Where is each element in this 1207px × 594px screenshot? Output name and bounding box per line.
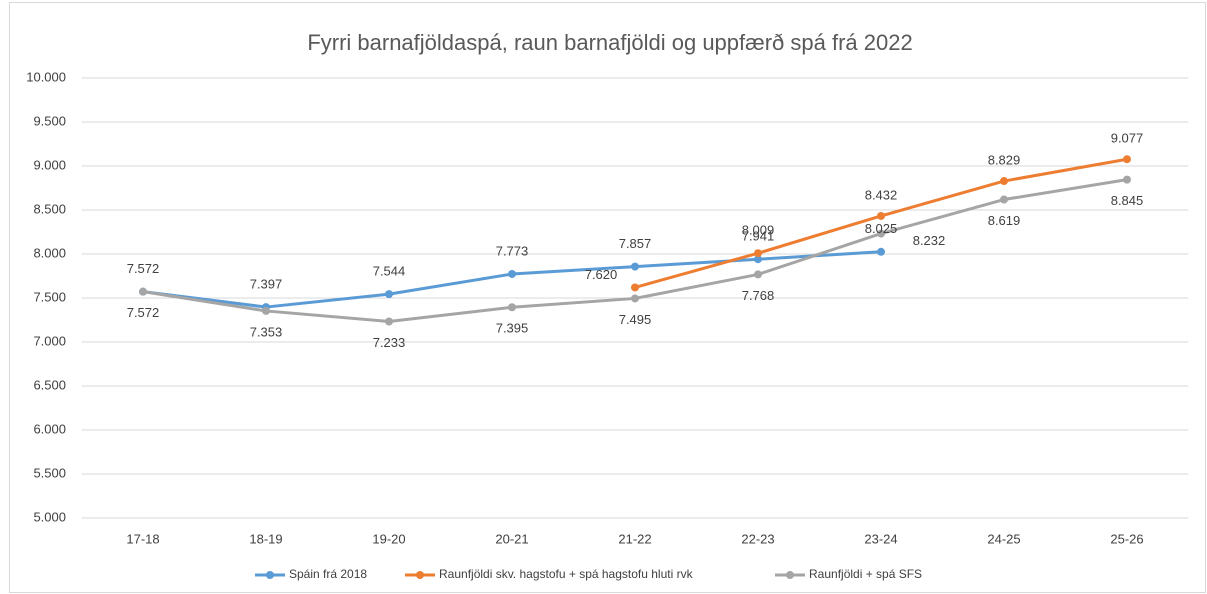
point xyxy=(1000,177,1008,186)
chart-title: Fyrri barnafjöldaspá, raun barnafjöldi o… xyxy=(307,30,912,55)
point xyxy=(385,317,393,326)
data-label: 7.233 xyxy=(373,335,406,350)
data-label: 7.495 xyxy=(619,312,652,327)
point xyxy=(631,262,639,271)
data-label: 7.941 xyxy=(742,229,775,244)
x-tick-label: 19-20 xyxy=(372,531,405,546)
data-label: 7.620 xyxy=(585,267,618,282)
data-label: 8.619 xyxy=(988,213,1021,228)
data-label: 7.397 xyxy=(250,277,283,292)
y-tick-label: 8.000 xyxy=(33,245,66,260)
x-tick-label: 23-24 xyxy=(864,531,897,546)
point xyxy=(631,294,639,303)
point xyxy=(508,303,516,312)
point xyxy=(877,211,885,220)
legend-marker xyxy=(266,571,274,579)
point xyxy=(754,255,762,264)
data-label: 7.857 xyxy=(619,236,652,251)
y-tick-label: 10.000 xyxy=(26,69,66,84)
legend-marker xyxy=(786,571,794,579)
x-tick-label: 17-18 xyxy=(126,531,159,546)
point xyxy=(385,290,393,299)
point xyxy=(877,247,885,256)
y-tick-label: 7.500 xyxy=(33,289,66,304)
point xyxy=(754,270,762,279)
point xyxy=(631,283,639,292)
x-tick-label: 22-23 xyxy=(741,531,774,546)
legend-marker xyxy=(416,571,424,579)
y-tick-label: 5.000 xyxy=(33,509,66,524)
legend-label: Raunfjöldi + spá SFS xyxy=(809,567,922,581)
point xyxy=(139,287,147,296)
point xyxy=(1123,155,1131,164)
x-tick-label: 25-26 xyxy=(1110,531,1143,546)
x-tick-label: 18-19 xyxy=(249,531,282,546)
data-label: 8.009 xyxy=(742,223,775,238)
point xyxy=(877,229,885,238)
data-label: 7.773 xyxy=(496,243,529,258)
data-label: 8.232 xyxy=(913,233,946,248)
data-label: 8.025 xyxy=(865,221,898,236)
point xyxy=(1123,175,1131,184)
y-tick-label: 5.500 xyxy=(33,465,66,480)
point xyxy=(262,306,270,315)
data-label: 8.432 xyxy=(865,187,898,202)
data-label: 9.077 xyxy=(1111,131,1144,146)
y-tick-label: 8.500 xyxy=(33,201,66,216)
data-label: 8.829 xyxy=(988,152,1021,167)
point xyxy=(508,269,516,278)
x-tick-label: 21-22 xyxy=(618,531,651,546)
data-label: 8.845 xyxy=(1111,193,1144,208)
data-label: 7.572 xyxy=(127,261,160,276)
data-label: 7.395 xyxy=(496,321,529,336)
data-label: 7.544 xyxy=(373,264,406,279)
y-tick-label: 9.000 xyxy=(33,157,66,172)
data-label: 7.768 xyxy=(742,288,775,303)
y-tick-label: 6.000 xyxy=(33,421,66,436)
y-tick-label: 6.500 xyxy=(33,377,66,392)
legend-label: Spáin frá 2018 xyxy=(289,567,367,581)
y-tick-label: 9.500 xyxy=(33,113,66,128)
y-tick-label: 7.000 xyxy=(33,333,66,348)
data-label: 7.353 xyxy=(250,324,283,339)
x-tick-label: 24-25 xyxy=(987,531,1020,546)
legend-label: Raunfjöldi skv. hagstofu + spá hagstofu … xyxy=(439,567,694,581)
data-label: 7.572 xyxy=(127,305,160,320)
point xyxy=(754,249,762,258)
point xyxy=(1000,195,1008,204)
x-tick-label: 20-21 xyxy=(495,531,528,546)
